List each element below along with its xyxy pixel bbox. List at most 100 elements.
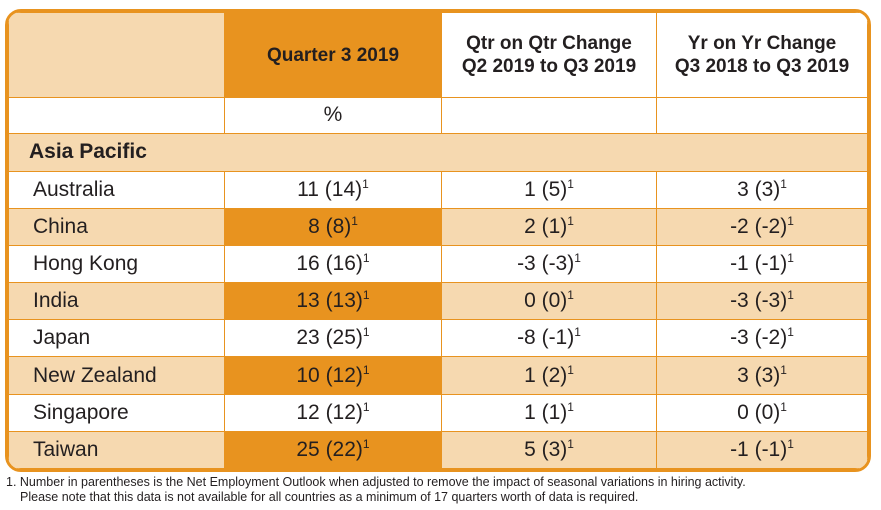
- quarter-3-value-cell-text: 10 (12): [296, 363, 363, 387]
- footnote-marker: 1: [362, 288, 370, 303]
- quarter-3-value-cell: 13 (13)1: [224, 282, 442, 321]
- country-cell-text: Hong Kong: [33, 252, 139, 276]
- footnote-marker: 1: [567, 288, 574, 303]
- header-quarter-3-2019: Quarter 3 2019: [224, 12, 442, 99]
- footnote-marker: 1: [567, 362, 574, 377]
- quarter-3-value-cell: 16 (16)1: [224, 244, 442, 284]
- country-cell: Hong Kong: [8, 244, 225, 284]
- yoy-change-cell-text: 3 (3): [737, 363, 781, 387]
- quarter-3-value-cell: 8 (8)1: [224, 207, 442, 246]
- quarter-3-value-cell: 25 (22)1: [224, 430, 442, 469]
- region-label: Asia Pacific: [8, 132, 868, 172]
- yoy-change-cell: 0 (0)1: [656, 393, 868, 432]
- footnote-marker: 1: [362, 436, 370, 451]
- country-cell-text: Japan: [33, 326, 91, 350]
- qoq-change-cell-text: 5 (3): [524, 437, 568, 461]
- footnote-marker: 1: [574, 251, 581, 266]
- country-cell: China: [8, 207, 225, 246]
- table-row: Australia 11 (14)1 1 (5)1 3 (3)1: [8, 170, 868, 209]
- qoq-change-cell-text: -8 (-1): [517, 326, 575, 350]
- footnote-marker: 1: [787, 251, 794, 266]
- country-cell-text: China: [33, 214, 88, 238]
- country-cell: Australia: [8, 170, 225, 209]
- header-row: Quarter 3 2019 Qtr on Qtr Change Q2 2019…: [8, 12, 868, 99]
- country-cell-text: New Zealand: [33, 363, 157, 387]
- footnote-marker: 1: [567, 213, 574, 228]
- yoy-change-cell-text: -2 (-2): [730, 214, 788, 238]
- footnote-marker: 1: [362, 251, 370, 266]
- header-qtr-on-qtr-change: Qtr on Qtr Change Q2 2019 to Q3 2019: [441, 12, 657, 99]
- yoy-change-cell: -3 (-3)1: [656, 282, 868, 321]
- qoq-change-cell: 5 (3)1: [441, 430, 657, 469]
- table-row: Singapore 12 (12)1 1 (1)1 0 (0)1: [8, 393, 868, 432]
- unit-blank-cell: [8, 97, 225, 134]
- yoy-change-cell-text: 0 (0): [737, 400, 781, 424]
- quarter-3-value-cell: 10 (12)1: [224, 356, 442, 395]
- country-cell: Singapore: [8, 393, 225, 432]
- table-row: Hong Kong 16 (16)1 -3 (-3)1 -1 (-1)1: [8, 244, 868, 284]
- qoq-change-cell-text: 1 (2): [524, 363, 568, 387]
- footnote-marker: 1: [787, 213, 794, 228]
- footnote-marker: 1: [362, 399, 370, 414]
- footnote-marker: 1: [567, 399, 574, 414]
- footnote-marker: 1: [780, 399, 787, 414]
- quarter-3-value-cell-text: 13 (13): [296, 289, 363, 313]
- qoq-change-cell: 1 (2)1: [441, 356, 657, 395]
- unit-row: %: [8, 97, 868, 134]
- yoy-change-cell-text: -1 (-1): [730, 437, 788, 461]
- qoq-change-cell: -8 (-1)1: [441, 319, 657, 358]
- qoq-change-cell-text: 2 (1): [524, 214, 568, 238]
- footnote-marker: 1: [567, 436, 574, 451]
- region-row: Asia Pacific: [8, 132, 868, 172]
- country-cell: Taiwan: [8, 430, 225, 469]
- country-cell-text: India: [33, 289, 79, 313]
- footnote-line2: Please note that this data is not availa…: [20, 490, 639, 504]
- country-cell-text: Singapore: [33, 400, 129, 424]
- footnote-marker: 1: [574, 325, 581, 340]
- qoq-change-cell-text: 1 (5): [524, 177, 568, 201]
- table-row: New Zealand 10 (12)1 1 (2)1 3 (3)1: [8, 356, 868, 395]
- qoq-change-cell: -3 (-3)1: [441, 244, 657, 284]
- unit-blank-cell: [656, 97, 868, 134]
- quarter-3-value-cell: 11 (14)1: [224, 170, 442, 209]
- country-cell-text: Australia: [33, 177, 115, 201]
- yoy-change-cell: -2 (-2)1: [656, 207, 868, 246]
- yoy-change-cell: -3 (-2)1: [656, 319, 868, 358]
- footnote-marker: 1: [351, 213, 358, 228]
- footnote-marker: 1: [780, 176, 787, 191]
- footnote-line1: 1. Number in parentheses is the Net Empl…: [6, 475, 746, 489]
- table-row: Japan 23 (25)1 -8 (-1)1 -3 (-2)1: [8, 319, 868, 358]
- employment-outlook-table: Quarter 3 2019 Qtr on Qtr Change Q2 2019…: [8, 12, 868, 469]
- yoy-change-cell: -1 (-1)1: [656, 244, 868, 284]
- qoq-change-cell-text: -3 (-3): [517, 252, 575, 276]
- data-table-frame: Quarter 3 2019 Qtr on Qtr Change Q2 2019…: [5, 9, 871, 472]
- header-yr-on-yr-change: Yr on Yr Change Q3 2018 to Q3 2019: [656, 12, 868, 99]
- quarter-3-value-cell-text: 25 (22): [296, 437, 363, 461]
- footnote-marker: 1: [787, 288, 794, 303]
- footnote-marker: 1: [787, 436, 794, 451]
- qoq-change-cell: 0 (0)1: [441, 282, 657, 321]
- header-qoq-line1: Qtr on Qtr Change: [466, 33, 632, 55]
- footnote-marker: 1: [780, 362, 787, 377]
- quarter-3-value-cell: 23 (25)1: [224, 319, 442, 358]
- unit-percent-cell: %: [224, 97, 442, 134]
- qoq-change-cell: 2 (1)1: [441, 207, 657, 246]
- header-yoy-line1: Yr on Yr Change: [687, 33, 837, 55]
- yoy-change-cell-text: -1 (-1): [730, 252, 788, 276]
- qoq-change-cell-text: 1 (1): [524, 400, 568, 424]
- table-row: China 8 (8)1 2 (1)1 -2 (-2)1: [8, 207, 868, 246]
- qoq-change-cell-text: 0 (0): [524, 289, 568, 313]
- footnote-marker: 1: [787, 325, 794, 340]
- quarter-3-value-cell: 12 (12)1: [224, 393, 442, 432]
- country-cell: Japan: [8, 319, 225, 358]
- yoy-change-cell-text: 3 (3): [737, 177, 781, 201]
- quarter-3-value-cell-text: 23 (25): [296, 326, 363, 350]
- footnote-marker: 1: [362, 176, 369, 191]
- header-qoq-line2: Q2 2019 to Q3 2019: [461, 56, 637, 78]
- yoy-change-cell: 3 (3)1: [656, 170, 868, 209]
- table-row: India 13 (13)1 0 (0)1 -3 (-3)1: [8, 282, 868, 321]
- footnote-marker: 1: [362, 362, 370, 377]
- footnote-marker: 1: [567, 176, 574, 191]
- country-cell: New Zealand: [8, 356, 225, 395]
- unit-blank-cell: [441, 97, 657, 134]
